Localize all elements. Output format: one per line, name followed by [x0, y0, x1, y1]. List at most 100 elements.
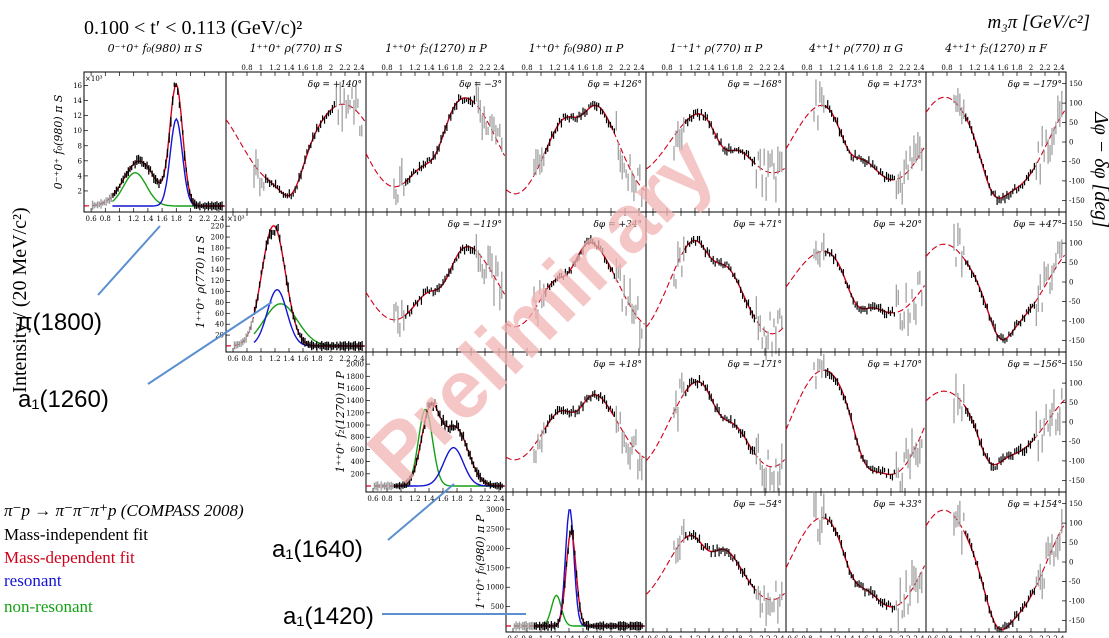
x-tick-label: 0.8	[661, 64, 672, 72]
column-wave-label: 1⁺⁺0⁺ f₂(1270) π P	[385, 42, 487, 55]
phase-tick-label: 0	[1069, 559, 1073, 567]
x-tick-label: 2	[749, 635, 753, 638]
panel-frame	[925, 491, 1067, 633]
phase-fit-curve	[824, 105, 894, 181]
x-tick-label: 0.8	[801, 64, 812, 72]
phase-extrapolation-curve	[645, 239, 786, 335]
phase-tick-label: -150	[1069, 337, 1085, 345]
x-tick-label: 1.2	[689, 64, 700, 72]
x-tick-label: 1.8	[171, 215, 182, 223]
x-tick-label: 1	[819, 635, 823, 638]
x-tick-label: 2.2	[899, 635, 910, 638]
resonant-curve	[112, 117, 225, 207]
x-tick-label: 1.6	[997, 64, 1009, 72]
panel-frame	[785, 71, 927, 213]
phase-tick-label: -150	[1069, 197, 1085, 205]
t-prime-range-label: 0.100 < t′ < 0.113 (GeV/c)²	[84, 17, 302, 39]
x-tick-label: 2.4	[773, 64, 785, 72]
x-tick-label: 1.8	[871, 64, 882, 72]
mass-dependent-fit-curve	[111, 82, 225, 207]
x-tick-label: 1	[679, 635, 683, 638]
phase-offset-label: δφ = −171°	[728, 360, 782, 370]
x-tick-label: 2.2	[479, 64, 490, 72]
x-tick-label: 1.4	[423, 495, 435, 503]
x-tick-label: 2.2	[479, 495, 490, 503]
x-tick-label: 1.4	[703, 635, 715, 638]
phase-extrapolation-curve	[505, 104, 645, 195]
annotation-a1-1260: a₁(1260)	[18, 386, 109, 413]
x-tick-label: 1.2	[829, 64, 840, 72]
x-tick-label: 0.8	[521, 635, 532, 638]
non-resonant-curve	[111, 171, 225, 207]
panel-r3-c6: δφ = +154° 150 100 50 0 -50 -100 -150 0.60.8 1 1.2…	[925, 491, 1085, 638]
panel-frame	[83, 71, 227, 213]
x-tick-label: 1.8	[451, 495, 462, 503]
x-tick-label: 1.6	[297, 355, 309, 363]
x-tick-label: 2	[889, 64, 893, 72]
panel-frame	[225, 71, 367, 213]
fit-extrapolation-curve	[225, 314, 255, 347]
x-tick-label: 1.4	[703, 64, 715, 72]
x-tick-label: 2	[1029, 635, 1033, 638]
x-tick-label: 0.8	[381, 64, 392, 72]
phase-fit-curve	[963, 532, 1034, 631]
panel-r3-c3: 3000 2500 2000 1500 1000 500 1⁺⁺0⁺ f₀(980) π P…	[474, 491, 647, 638]
phase-offset-label: δφ = −179°	[1008, 80, 1062, 90]
x-tick-label: 2.4	[213, 215, 225, 223]
x-tick-label: 1.6	[157, 215, 169, 223]
phase-offset-label: δφ = +47°	[1014, 220, 1062, 230]
panel-r2-c6: δφ = −156° 150 100 50 0 -50 -100 -150	[925, 351, 1085, 493]
panel-r0-c4: δφ = −168° 1⁻⁺1⁺ ρ(770) π P 0.8 1 1.2 1.4 1.6 1…	[645, 42, 787, 213]
x-tick-label: 1.6	[577, 64, 589, 72]
x-tick-label: 2.4	[1053, 64, 1065, 72]
x-tick-label: 2	[469, 495, 473, 503]
x-tick-label: 2	[329, 64, 333, 72]
phase-tick-label: 100	[1069, 100, 1082, 108]
phase-fit-curve	[824, 517, 894, 608]
column-wave-label: 1⁺⁺0⁺ ρ(770) π S	[250, 42, 343, 55]
phase-tick-label: 150	[1069, 500, 1082, 508]
phase-offset-label: δφ = +33°	[874, 500, 922, 510]
x-tick-label: 1.8	[1011, 635, 1022, 638]
x-tick-label: 1.4	[843, 64, 855, 72]
x-tick-label: 1.4	[142, 215, 154, 223]
phase-extrapolation-curve	[225, 103, 366, 197]
panel-frame	[365, 71, 507, 213]
x-tick-label: 1.6	[297, 64, 309, 72]
x-tick-label: 1.8	[591, 635, 602, 638]
phase-extrapolation-curve	[925, 390, 1065, 466]
annotation-a1-1420: a₁(1420)	[283, 603, 374, 630]
x-tick-label: 1.6	[437, 495, 449, 503]
legend-reaction: π⁻p → π⁻π⁻π⁺p (COMPASS 2008)	[4, 501, 244, 520]
x-tick-label: 0.6	[367, 495, 379, 503]
x-tick-label: 2.2	[619, 635, 630, 638]
x-tick-label: 1.8	[731, 635, 742, 638]
annotation-labels: π(1800) a₁(1260) a₁(1640) a₁(1420)	[16, 309, 374, 630]
phase-tick-label: -100	[1069, 317, 1085, 325]
phase-offset-label: δφ = −156°	[1008, 360, 1062, 370]
y-tick-label: 1800	[346, 373, 364, 381]
phase-offset-label: δφ = −119°	[448, 220, 502, 230]
panel-frame	[925, 211, 1067, 353]
arrow-pi1800	[97, 225, 161, 296]
x-tick-label: 2.2	[339, 64, 350, 72]
phase-tick-label: 0	[1069, 279, 1073, 287]
x-tick-label: 2.4	[493, 64, 505, 72]
x-tick-label: 0.6	[227, 355, 239, 363]
x-tick-label: 1	[539, 635, 543, 638]
phase-offset-label: δφ = +173°	[868, 80, 922, 90]
phase-tick-label: -50	[1069, 578, 1080, 586]
x-tick-label: 1.4	[983, 635, 995, 638]
phase-fit-curve	[683, 239, 754, 316]
phase-fit-curve	[683, 380, 754, 452]
non-resonant-curve	[534, 594, 645, 627]
x-tick-label: 1.4	[283, 355, 295, 363]
panel-r0-c2: δφ = −3° 1⁺⁺0⁺ f₂(1270) π P 0.8 1 1.2 1.4 1.6 1…	[365, 42, 507, 213]
column-wave-label: 4⁺⁺1⁺ f₂(1270) π F	[944, 42, 1047, 55]
row-wave-label: 0⁻⁺0⁺ f₀(980) π S	[52, 94, 65, 189]
y-tick-label: 220	[211, 223, 224, 231]
y-tick-label: 500	[491, 603, 504, 611]
panel-frame	[225, 211, 367, 353]
x-tick-label: 0.6	[86, 215, 98, 223]
